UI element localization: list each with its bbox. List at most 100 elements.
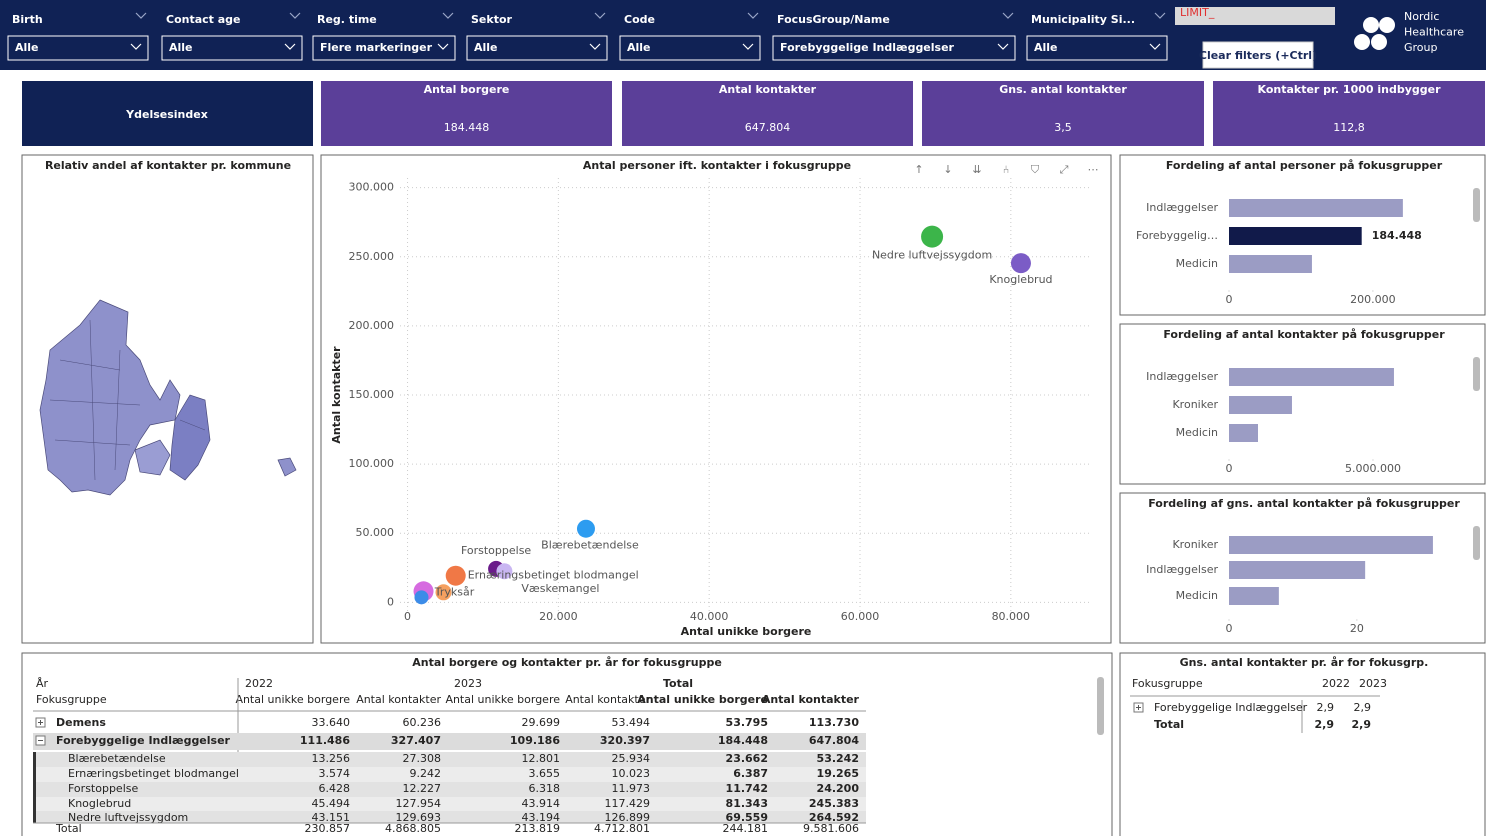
level-bar [33, 767, 36, 782]
row-bg [33, 811, 866, 826]
category-label: Indlæggelser [1146, 370, 1218, 383]
cell: 2,9 [1352, 718, 1372, 731]
bar[interactable] [1229, 536, 1433, 554]
map-border [114, 349, 121, 471]
scrollbar[interactable] [1473, 526, 1480, 560]
cell: 126.899 [605, 811, 651, 824]
y-tick-label: 50.000 [356, 526, 395, 539]
kpi-value: 112,8 [1333, 121, 1365, 134]
scatter-point[interactable] [414, 590, 429, 605]
total-cell: 4.712.801 [594, 822, 650, 835]
filter-value: Alle [627, 41, 651, 54]
bar[interactable] [1229, 227, 1362, 245]
toolbar-icon[interactable]: ⤢ [1060, 163, 1069, 176]
toolbar-icon[interactable]: ⛉ [1031, 163, 1040, 176]
kpi-value: 3,5 [1054, 121, 1072, 134]
kpi-value: 184.448 [444, 121, 490, 134]
chevron [1149, 43, 1161, 50]
chevron [135, 12, 147, 19]
cell: 127.954 [396, 797, 442, 810]
measure-header: Antal kontakter [356, 693, 441, 706]
toolbar-icon[interactable]: ↓ [943, 163, 952, 176]
logo-text: Healthcare [1404, 26, 1464, 39]
year-header: 2022 [245, 677, 273, 690]
filter-value: Forebyggelige Indlæggelser [780, 41, 955, 54]
toolbar-icon[interactable]: ⋯ [1088, 163, 1099, 176]
x-tick-label: 60.000 [841, 610, 880, 623]
cell: 109.186 [510, 734, 560, 747]
cell: 12.227 [403, 782, 442, 795]
cell: 33.640 [312, 716, 351, 729]
cell: 43.914 [522, 797, 561, 810]
bar[interactable] [1229, 561, 1366, 579]
map-bornholm [277, 457, 297, 477]
chevron [437, 43, 449, 50]
point-label: Ernæringsbetinget blodmangel [468, 569, 639, 582]
scatter-point[interactable] [1010, 253, 1031, 274]
toolbar-icon[interactable]: ⑃ [1003, 163, 1010, 176]
filter-dropdown[interactable] [619, 35, 761, 61]
kpi-label: Antal kontakter [719, 83, 817, 96]
point-label: Tryksår [434, 585, 475, 598]
cell: 327.407 [391, 734, 441, 747]
total-bg [33, 823, 866, 836]
filter-label: Sektor [471, 13, 513, 26]
point-label: Knoglebrud [989, 273, 1052, 286]
year-header: Total [663, 677, 693, 690]
cell: 23.662 [726, 752, 768, 765]
cell: 3.655 [529, 767, 561, 780]
scrollbar[interactable] [1473, 357, 1480, 391]
filter-dropdown[interactable] [312, 35, 456, 61]
scatter-point[interactable] [921, 225, 944, 248]
cell: 60.236 [403, 716, 442, 729]
level-bar [33, 811, 36, 826]
logo-dot [1371, 34, 1387, 50]
scatter-point[interactable] [435, 584, 452, 601]
bar[interactable] [1229, 368, 1394, 386]
cell: 81.343 [726, 797, 768, 810]
chart-title: Antal personer ift. kontakter i fokusgru… [583, 159, 851, 172]
cell: 27.308 [403, 752, 442, 765]
logo-text: Nordic [1404, 10, 1439, 23]
scatter-point[interactable] [576, 519, 595, 538]
toolbar-icon[interactable]: ↑ [914, 163, 923, 176]
total-cell: 230.857 [305, 822, 351, 835]
toolbar-icon[interactable]: ⇊ [972, 163, 981, 176]
filter-value: Alle [1034, 41, 1058, 54]
cell: 9.242 [410, 767, 442, 780]
limit-box [1175, 7, 1335, 25]
cell: 113.730 [809, 716, 859, 729]
cell: 10.023 [612, 767, 651, 780]
chart-title: Fordeling af antal personer på fokusgrup… [1166, 159, 1443, 172]
bar[interactable] [1229, 396, 1292, 414]
filter-dropdown[interactable] [7, 35, 149, 61]
chart-title: Fordeling af antal kontakter på fokusgru… [1163, 328, 1445, 341]
logo-dot [1379, 17, 1395, 33]
bar[interactable] [1229, 199, 1403, 217]
bar[interactable] [1229, 587, 1279, 605]
cell: 320.397 [600, 734, 650, 747]
filter-dropdown[interactable] [161, 35, 303, 61]
cell: 43.151 [312, 811, 351, 824]
scrollbar[interactable] [1473, 188, 1480, 222]
scrollbar[interactable] [1097, 677, 1104, 735]
header: 2022 [1322, 677, 1350, 690]
point-label: Væskemangel [521, 582, 599, 595]
bar[interactable] [1229, 255, 1312, 273]
category-label: Medicin [1176, 257, 1218, 270]
bar[interactable] [1229, 424, 1258, 442]
logo-dot [1363, 17, 1379, 33]
kpi-label: Antal borgere [424, 83, 510, 96]
cell: 245.383 [809, 797, 859, 810]
row-label: Nedre luftvejssygdom [68, 811, 188, 824]
scatter-point[interactable] [445, 565, 466, 586]
total-cell: 244.181 [723, 822, 769, 835]
clear-button[interactable] [1202, 41, 1314, 69]
scatter-point[interactable] [496, 563, 513, 580]
row-bg [33, 782, 866, 797]
chevron [594, 12, 606, 19]
filter-dropdown[interactable] [772, 35, 1016, 61]
filter-dropdown[interactable] [466, 35, 608, 61]
filter-dropdown[interactable] [1026, 35, 1168, 61]
map-jutland [39, 299, 181, 496]
